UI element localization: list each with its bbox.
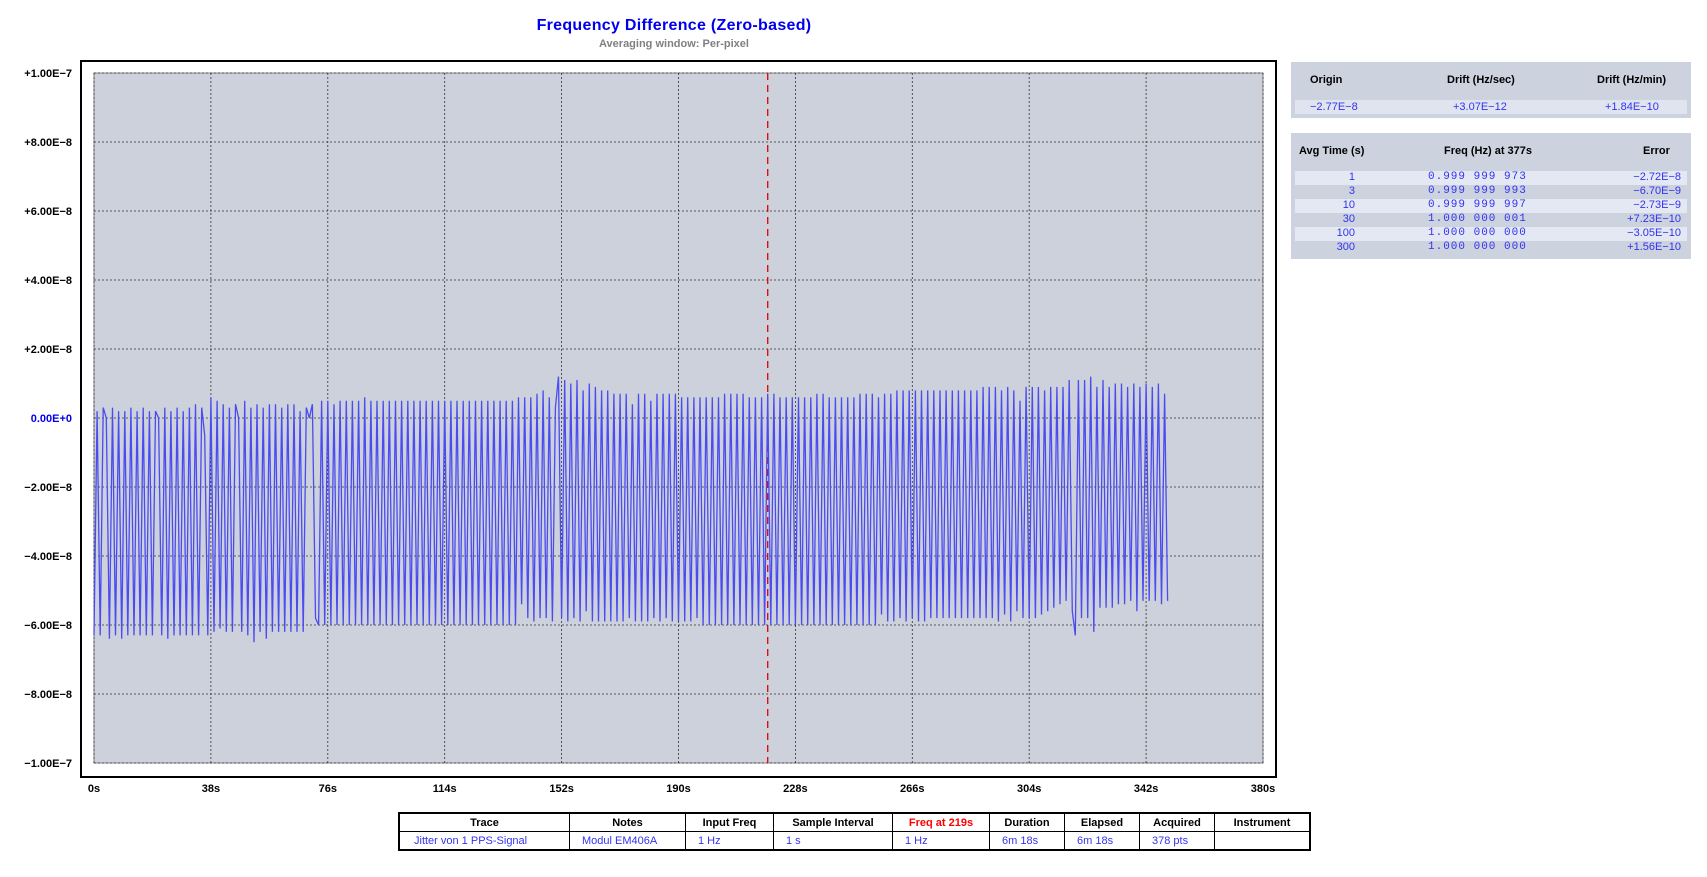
avg-row: 10 0.999 999 997 −2.73E−9 [1295, 199, 1687, 213]
info-header-row: Trace Notes Input Freq Sample Interval F… [398, 812, 1311, 832]
avg-error: +7.23E−10 [1627, 213, 1681, 225]
avg-header-freq: Freq (Hz) at 377s [1444, 145, 1533, 157]
x-tick-label: 304s [1017, 783, 1041, 795]
value-duration: 6m 18s [989, 831, 1065, 851]
y-tick-label: +2.00E−8 [24, 344, 72, 356]
avg-time: 30 [1342, 213, 1355, 225]
avg-time: 10 [1342, 199, 1355, 211]
value-acquired: 378 pts [1139, 831, 1215, 851]
trace-line [93, 376, 1169, 643]
avg-freq: 0.999 999 993 [1428, 185, 1527, 197]
value-elapsed: 6m 18s [1064, 831, 1140, 851]
header-notes: Notes [569, 812, 686, 832]
y-tick-label: +4.00E−8 [24, 275, 72, 287]
avg-error: −2.73E−9 [1633, 199, 1681, 211]
avg-time: 100 [1336, 227, 1355, 239]
drift-hz-min-value: +1.84E−10 [1605, 101, 1659, 113]
avg-freq: 1.000 000 000 [1428, 241, 1527, 253]
drift-row: −2.77E−8 +3.07E−12 +1.84E−10 [1295, 100, 1687, 114]
value-freq-at: 1 Hz [892, 831, 990, 851]
header-freq-at: Freq at 219s [892, 812, 990, 832]
avg-error: −3.05E−10 [1627, 227, 1681, 239]
avg-time: 3 [1348, 185, 1355, 197]
x-tick-label: 190s [666, 783, 690, 795]
avg-row: 3 0.999 999 993 −6.70E−9 [1295, 185, 1687, 199]
header-elapsed: Elapsed [1064, 812, 1140, 832]
x-tick-label: 342s [1134, 783, 1158, 795]
header-instrument: Instrument [1214, 812, 1311, 832]
value-instrument [1214, 831, 1311, 851]
header-duration: Duration [989, 812, 1065, 832]
y-tick-label: −6.00E−8 [24, 620, 72, 632]
averaging-panel: Avg Time (s) Freq (Hz) at 377s Error 1 0… [1291, 133, 1691, 259]
value-input-freq: 1 Hz [685, 831, 774, 851]
avg-error: −2.72E−8 [1633, 171, 1681, 183]
y-tick-label: −4.00E−8 [24, 551, 72, 563]
value-notes: Modul EM406A [569, 831, 686, 851]
drift-header-hz-min: Drift (Hz/min) [1597, 74, 1667, 86]
y-axis-ticks: +1.00E−7 +8.00E−8 +6.00E−8 +4.00E−8 +2.00E−8… [24, 68, 72, 770]
x-tick-label: 38s [202, 783, 220, 795]
header-acquired: Acquired [1139, 812, 1215, 832]
avg-freq: 0.999 999 973 [1428, 171, 1527, 183]
y-tick-label: +8.00E−8 [24, 137, 72, 149]
chart-title: Frequency Difference (Zero-based) [536, 17, 812, 34]
avg-freq: 1.000 000 001 [1428, 213, 1527, 225]
y-tick-label: −8.00E−8 [24, 689, 72, 701]
avg-row: 300 1.000 000 000 +1.56E−10 [1295, 241, 1687, 255]
avg-header-time: Avg Time (s) [1299, 145, 1365, 157]
x-tick-label: 114s [433, 783, 457, 795]
header-trace: Trace [398, 812, 570, 832]
avg-error: +1.56E−10 [1627, 241, 1681, 253]
y-tick-label: 0.00E+0 [31, 413, 72, 425]
info-table: Trace Notes Input Freq Sample Interval F… [398, 812, 1311, 851]
x-tick-label: 0s [88, 783, 100, 795]
header-sample-interval: Sample Interval [773, 812, 893, 832]
x-tick-label: 380s [1251, 783, 1275, 795]
drift-header-hz-sec: Drift (Hz/sec) [1447, 74, 1515, 86]
frequency-plot: +1.00E−7 +8.00E−8 +6.00E−8 +4.00E−8 +2.00E−8… [24, 60, 1277, 795]
avg-time: 300 [1336, 241, 1355, 253]
avg-row: 30 1.000 000 001 +7.23E−10 [1295, 213, 1687, 227]
x-tick-label: 266s [900, 783, 924, 795]
y-tick-label: −2.00E−8 [24, 482, 72, 494]
avg-error: −6.70E−9 [1633, 185, 1681, 197]
avg-header-error: Error [1643, 145, 1670, 157]
x-tick-label: 228s [783, 783, 807, 795]
avg-time: 1 [1348, 171, 1355, 183]
avg-freq: 0.999 999 997 [1428, 199, 1527, 211]
drift-panel: Origin Drift (Hz/sec) Drift (Hz/min) −2.… [1291, 62, 1691, 118]
y-tick-label: +6.00E−8 [24, 206, 72, 218]
avg-row: 100 1.000 000 000 −3.05E−10 [1295, 227, 1687, 241]
drift-header-origin: Origin [1310, 74, 1343, 86]
chart-subtitle: Averaging window: Per-pixel [599, 38, 749, 50]
drift-hz-sec-value: +3.07E−12 [1453, 101, 1507, 113]
avg-row: 1 0.999 999 973 −2.72E−8 [1295, 171, 1687, 185]
x-tick-label: 152s [549, 783, 573, 795]
header-input-freq: Input Freq [685, 812, 774, 832]
info-value-row: Jitter von 1 PPS-Signal Modul EM406A 1 H… [398, 831, 1311, 851]
drift-origin-value: −2.77E−8 [1310, 101, 1358, 113]
x-axis-ticks: 0s 38s 76s 114s 152s 190s 228s 266s 304s 342s 380s [88, 783, 1275, 795]
x-tick-label: 76s [319, 783, 337, 795]
y-tick-label: −1.00E−7 [24, 758, 72, 770]
avg-freq: 1.000 000 000 [1428, 227, 1527, 239]
value-sample-interval: 1 s [773, 831, 893, 851]
y-tick-label: +1.00E−7 [24, 68, 72, 80]
value-trace: Jitter von 1 PPS-Signal [398, 831, 570, 851]
